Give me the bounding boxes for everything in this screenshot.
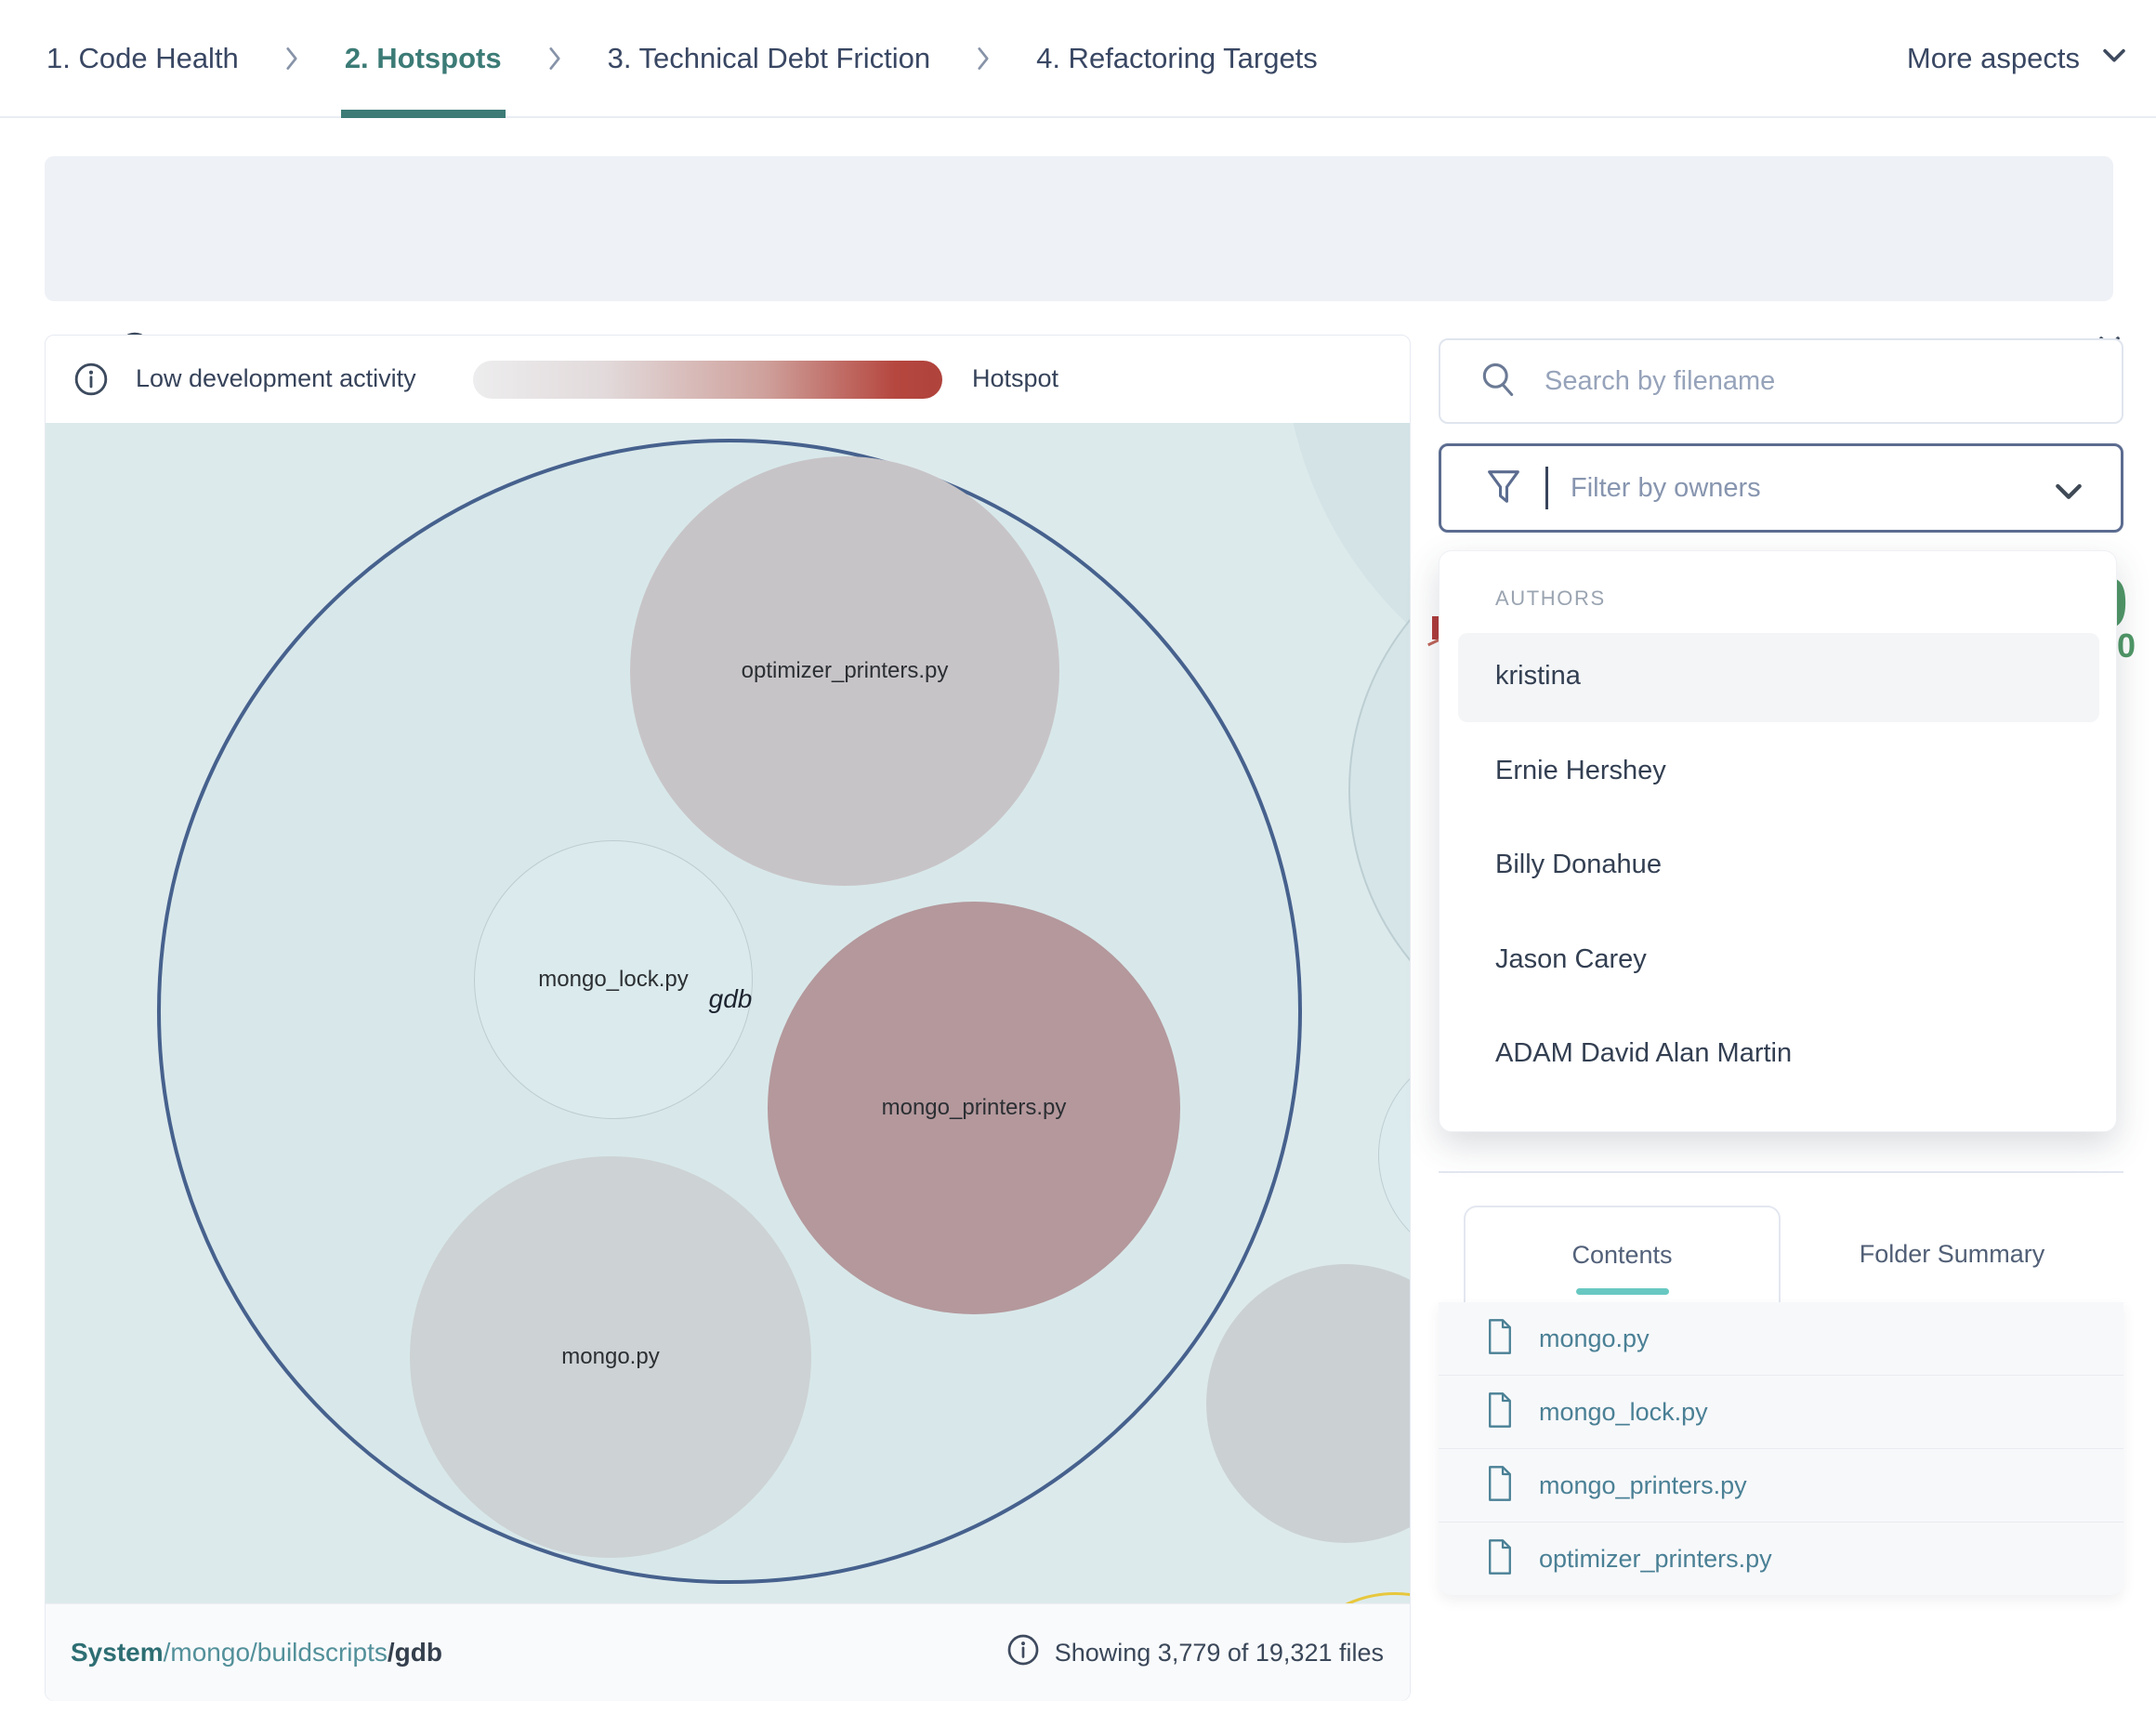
search-icon xyxy=(1478,359,1518,404)
aspect-steps: 1. Code Health 2. Hotspots 3. Technical … xyxy=(46,0,1318,118)
bubble-mongo[interactable]: mongo.py xyxy=(410,1156,811,1558)
gdb-circle-label: gdb xyxy=(708,984,753,1013)
bubble-label: mongo_printers.py xyxy=(881,1095,1067,1120)
bubble-mongo-lock[interactable]: mongo_lock.py xyxy=(474,840,753,1119)
file-icon xyxy=(1485,1318,1515,1360)
breadcrumb-gdb: gdb xyxy=(394,1638,442,1667)
contents-card-top-border xyxy=(1439,1171,2123,1173)
tab-refactoring-targets[interactable]: 4. Refactoring Targets xyxy=(1036,41,1318,74)
file-name: mongo.py xyxy=(1539,1324,1650,1352)
breadcrumb-separator: / xyxy=(387,1638,395,1667)
more-aspects-dropdown[interactable]: More aspects xyxy=(1907,0,2130,116)
hidden-red-fragment xyxy=(1432,616,1440,639)
tab-contents-label: Contents xyxy=(1571,1240,1673,1269)
file-name: mongo_printers.py xyxy=(1539,1470,1747,1499)
owner-filter[interactable] xyxy=(1439,443,2123,533)
breadcrumb-system[interactable]: System xyxy=(71,1638,164,1667)
breadcrumb-path[interactable]: /mongo/buildscripts xyxy=(163,1638,388,1667)
info-icon[interactable] xyxy=(1006,1633,1040,1673)
authors-dropdown: AUTHORS kristina Ernie Hershey Billy Don… xyxy=(1439,550,2117,1132)
info-banner: Hotspots: where is the development activ… xyxy=(45,156,2120,439)
info-icon[interactable] xyxy=(73,362,109,402)
file-row-mongo[interactable]: mongo.py xyxy=(1439,1302,2123,1376)
author-option-adam-david-alan-martin[interactable]: ADAM David Alan Martin xyxy=(1495,1038,1793,1068)
legend-low-label: Low development activity xyxy=(136,364,416,392)
file-icon xyxy=(1485,1391,1515,1433)
file-row-mongo-lock[interactable]: mongo_lock.py xyxy=(1439,1376,2123,1449)
file-row-optimizer-printers[interactable]: optimizer_printers.py xyxy=(1439,1523,2123,1596)
tab-contents[interactable]: Contents xyxy=(1464,1206,1781,1302)
tab-technical-debt-friction[interactable]: 3. Technical Debt Friction xyxy=(607,41,931,74)
author-option-jason-carey[interactable]: Jason Carey xyxy=(1495,944,1647,974)
file-icon xyxy=(1485,1465,1515,1507)
hotspot-map-panel: Low development activity Hotspot optimiz… xyxy=(45,335,1411,1701)
neighbor-circle-gray[interactable] xyxy=(1206,1264,1410,1543)
chevron-down-icon[interactable] xyxy=(2050,472,2087,514)
search-input[interactable] xyxy=(1543,364,2067,398)
neighbor-circle-yellow[interactable] xyxy=(1279,1592,1410,1603)
bubble-label: mongo_lock.py xyxy=(538,967,689,992)
file-icon xyxy=(1485,1538,1515,1580)
breadcrumb: System/mongo/buildscripts / gdb xyxy=(71,1604,442,1701)
file-row-mongo-printers[interactable]: mongo_printers.py xyxy=(1439,1449,2123,1523)
legend-hotspot-label: Hotspot xyxy=(972,364,1059,392)
chevron-right-icon xyxy=(543,43,567,74)
neighbor-circle-small[interactable] xyxy=(1378,1046,1410,1265)
author-option-kristina[interactable]: kristina xyxy=(1458,633,2099,722)
filter-funnel-icon xyxy=(1482,465,1525,512)
activity-legend: Low development activity Hotspot xyxy=(46,336,1410,423)
author-name: kristina xyxy=(1495,661,1581,691)
files-summary-text: Showing 3,779 of 19,321 files xyxy=(1054,1638,1384,1667)
author-option-ernie-hershey[interactable]: Ernie Hershey xyxy=(1495,756,1666,785)
author-option-billy-donahue[interactable]: Billy Donahue xyxy=(1495,850,1662,879)
bubble-label: optimizer_printers.py xyxy=(741,658,949,683)
active-tab-underline xyxy=(1575,1288,1669,1295)
bubble-label: mongo.py xyxy=(561,1344,660,1369)
viz-footer: System/mongo/buildscripts / gdb Showing 3,… xyxy=(46,1603,1410,1701)
hotspot-bubble-chart[interactable]: optimizer_printers.py mongo_lock.py mong… xyxy=(46,423,1410,1603)
chevron-down-icon xyxy=(2098,39,2130,78)
tab-hotspots[interactable]: 2. Hotspots xyxy=(340,0,506,118)
chevron-right-icon xyxy=(971,43,995,74)
text-cursor xyxy=(1545,467,1548,509)
filename-search[interactable] xyxy=(1439,338,2123,424)
files-summary: Showing 3,779 of 19,321 files xyxy=(1006,1604,1384,1701)
authors-header: AUTHORS xyxy=(1495,587,1606,610)
bubble-mongo-printers[interactable]: mongo_printers.py xyxy=(768,902,1180,1314)
file-name: optimizer_printers.py xyxy=(1539,1545,1772,1573)
tab-code-health[interactable]: 1. Code Health xyxy=(46,41,239,74)
more-aspects-label: More aspects xyxy=(1906,41,2080,74)
chevron-right-icon xyxy=(280,43,304,74)
bubble-optimizer-printers[interactable]: optimizer_printers.py xyxy=(630,456,1059,886)
contents-file-list: mongo.py mongo_lock.py mongo_printers.py xyxy=(1439,1302,2123,1595)
top-nav: 1. Code Health 2. Hotspots 3. Technical … xyxy=(0,0,2156,118)
filter-owners-input[interactable] xyxy=(1569,471,2018,505)
file-name: mongo_lock.py xyxy=(1539,1397,1708,1426)
activity-gradient-bar xyxy=(473,361,942,399)
tab-folder-summary[interactable]: Folder Summary xyxy=(1859,1239,2045,1268)
